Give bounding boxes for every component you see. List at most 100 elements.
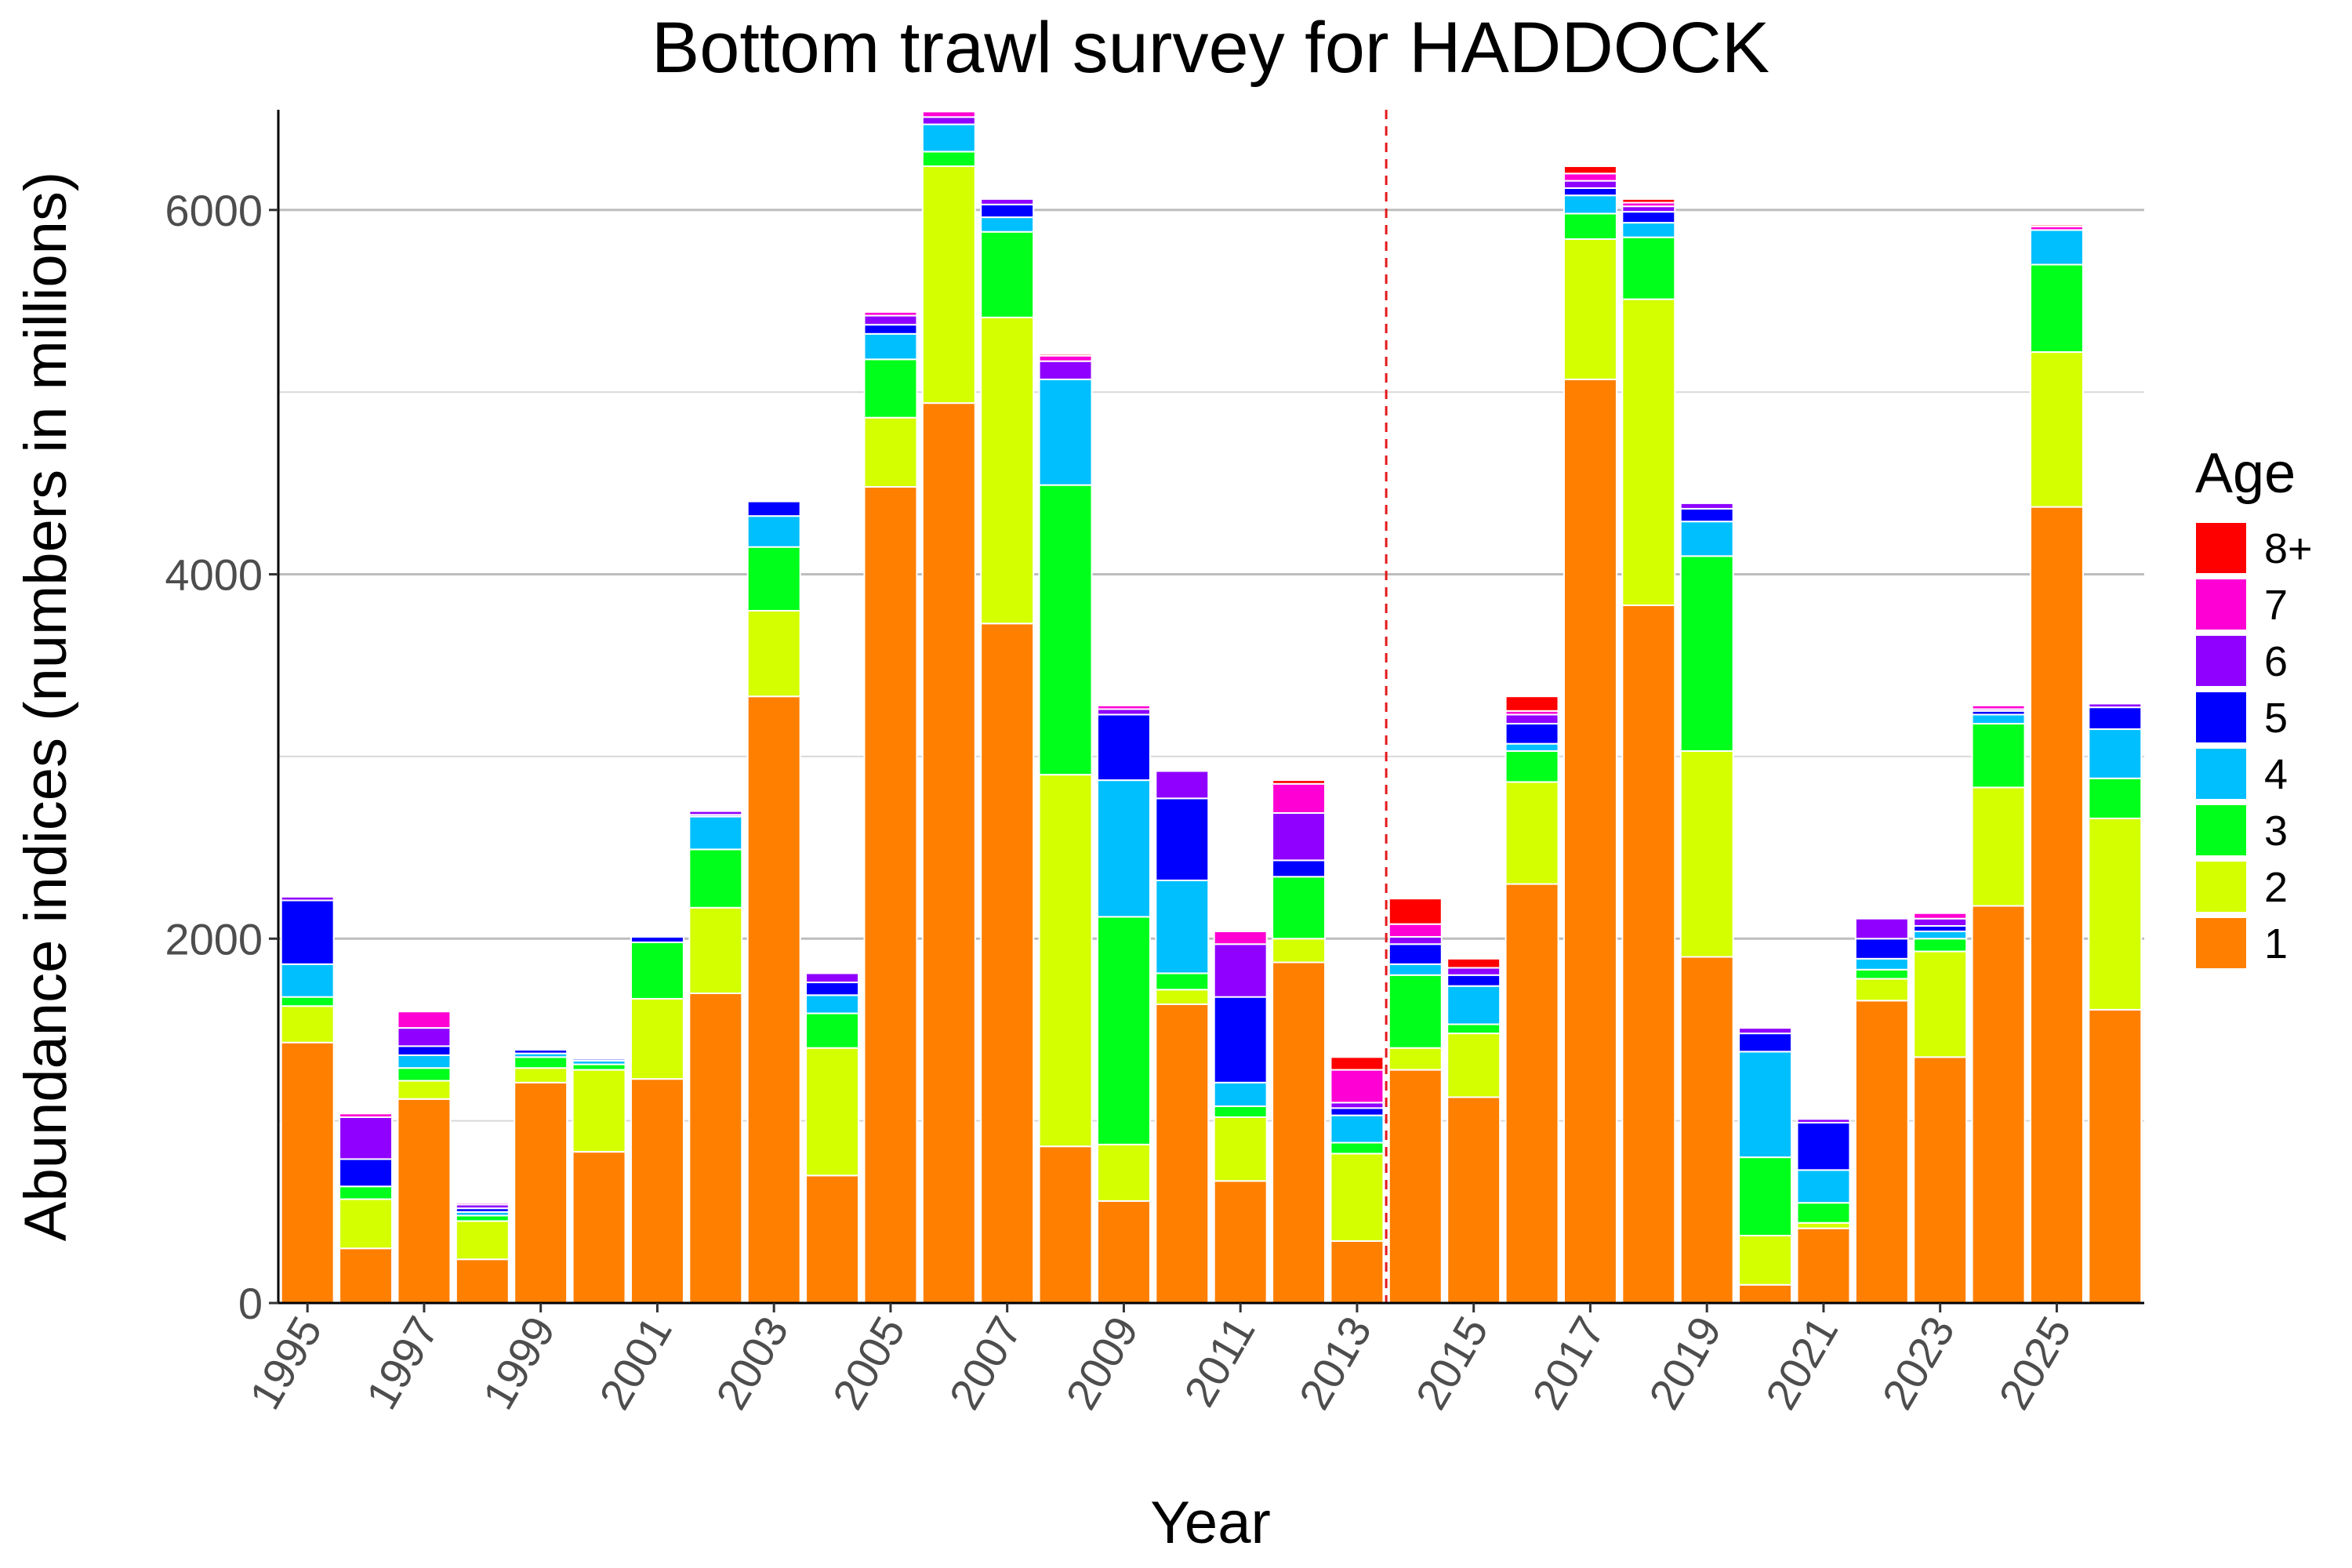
x-tick-label: 2001 <box>590 1308 681 1417</box>
bar-segment-2019-age-6 <box>1679 502 1734 510</box>
bar-segment-2010-age-1 <box>1155 1003 1210 1305</box>
bar-segment-2006-age-4 <box>921 123 976 153</box>
bar-segment-2016-age-2 <box>1504 781 1559 885</box>
bar-segment-2010-age-6 <box>1155 770 1210 800</box>
x-tick-label: 2005 <box>822 1308 914 1417</box>
x-tick-label: 2009 <box>1056 1308 1148 1417</box>
bar-segment-2015-age-6 <box>1446 967 1501 976</box>
bar-segment-1996-age-1 <box>339 1247 394 1305</box>
bar-segment-2011-age-2 <box>1213 1116 1268 1182</box>
bar-segment-2015-age-8plus <box>1446 957 1501 969</box>
bar-segment-2002-age-4 <box>688 815 743 851</box>
bar-segment-2021-age-3 <box>1796 1202 1851 1224</box>
bar-segment-2001-age-3 <box>630 941 684 1000</box>
bar-segment-2026-age-4 <box>2088 728 2143 779</box>
bar-segment-2006-age-7 <box>921 111 976 118</box>
bar-segment-2015-age-1 <box>1446 1096 1501 1305</box>
bar-segment-2013-age-5 <box>1330 1107 1385 1116</box>
bar-segment-2013-age-1 <box>1330 1240 1385 1304</box>
bar-segment-2004-age-5 <box>805 982 860 996</box>
bar-segment-2024-age-4 <box>1971 713 2026 725</box>
bar-segment-2000-age-1 <box>572 1151 626 1305</box>
bar-segment-2014-age-5 <box>1388 943 1443 965</box>
bar-segment-1995-age-4 <box>280 963 335 998</box>
chart-title: Bottom trawl survey for HADDOCK <box>652 8 1769 88</box>
bar-segment-2009-age-4 <box>1096 779 1151 918</box>
bar-segment-1996-age-7 <box>339 1112 394 1118</box>
x-tick-label: 2013 <box>1289 1308 1381 1417</box>
bar-segment-2025-age-4 <box>2029 229 2084 266</box>
bar-segment-2003-age-4 <box>746 515 801 548</box>
bar-segment-2012-age-8plus <box>1272 779 1327 785</box>
bar-segment-1995-age-1 <box>280 1041 335 1304</box>
bar-segment-2011-age-3 <box>1213 1105 1268 1118</box>
bar-segment-2020-age-1 <box>1738 1283 1793 1305</box>
y-axis-title: Abundance indices (numbers in millions) <box>13 172 79 1241</box>
x-tick-label: 2023 <box>1872 1308 1964 1417</box>
bar-segment-2012-age-7 <box>1272 782 1327 814</box>
bar-segment-2020-age-4 <box>1738 1051 1793 1159</box>
bar-segment-2006-age-3 <box>921 151 976 168</box>
bar-segment-1999-age-1 <box>514 1081 568 1304</box>
bar-segment-2014-age-7 <box>1388 923 1443 938</box>
bar-segment-1998-age-1 <box>455 1258 510 1304</box>
bar-segment-2013-age-6 <box>1330 1102 1385 1109</box>
legend-key-age-1 <box>2194 916 2248 970</box>
bar-segment-2020-age-5 <box>1738 1033 1793 1053</box>
bar-segment-2019-age-5 <box>1679 507 1734 523</box>
bar-segment-2008-age-8plus <box>1038 353 1093 357</box>
legend-key-age-6 <box>2194 634 2248 688</box>
bar-segment-2011-age-4 <box>1213 1081 1268 1108</box>
bar-segment-2006-age-1 <box>921 402 976 1304</box>
bar-segment-2023-age-5 <box>1913 925 1968 932</box>
bar-segment-2014-age-4 <box>1388 963 1443 976</box>
bar-segment-2001-age-2 <box>630 997 684 1080</box>
bar-segment-2018-age-3 <box>1621 236 1676 300</box>
bar-segment-2013-age-7 <box>1330 1069 1385 1104</box>
bars <box>280 111 2143 1305</box>
bar-segment-1997-age-6 <box>397 1027 452 1047</box>
bar-segment-2016-age-8plus <box>1504 695 1559 712</box>
bar-segment-2004-age-3 <box>805 1012 860 1049</box>
bar-segment-2016-age-3 <box>1504 750 1559 783</box>
bar-segment-2013-age-8plus <box>1330 1056 1385 1071</box>
bar-segment-2026-age-6 <box>2088 702 2143 709</box>
bar-segment-2014-age-6 <box>1388 935 1443 946</box>
bar-segment-2018-age-8plus <box>1621 198 1676 204</box>
bar-segment-2008-age-3 <box>1038 484 1093 776</box>
legend-key-age-5 <box>2194 691 2248 744</box>
bar-segment-2017-age-2 <box>1563 238 1617 380</box>
bar-segment-2014-age-1 <box>1388 1069 1443 1304</box>
bar-segment-2012-age-3 <box>1272 876 1327 940</box>
bar-segment-1995-age-2 <box>280 1005 335 1044</box>
bar-segment-2019-age-3 <box>1679 555 1734 752</box>
bar-segment-2007-age-1 <box>980 622 1035 1304</box>
bar-segment-2009-age-6 <box>1096 708 1151 716</box>
bar-segment-1996-age-6 <box>339 1116 394 1160</box>
legend-key-age-4 <box>2194 747 2248 800</box>
bar-segment-2019-age-1 <box>1679 956 1734 1304</box>
x-tick-label: 2007 <box>939 1308 1031 1417</box>
bar-segment-2001-age-5 <box>630 935 684 943</box>
x-tick-label: 2021 <box>1755 1308 1847 1417</box>
bar-segment-1998-age-7 <box>455 1202 510 1206</box>
bar-segment-2023-age-1 <box>1913 1056 1968 1305</box>
bar-segment-2019-age-2 <box>1679 750 1734 958</box>
bar-segment-2016-age-6 <box>1504 713 1559 725</box>
x-tick-label: 2011 <box>1174 1308 1265 1415</box>
y-tick-label: 2000 <box>165 914 263 964</box>
bar-segment-2024-age-7 <box>1971 704 2026 710</box>
bar-segment-2017-age-4 <box>1563 194 1617 215</box>
bar-segment-2024-age-3 <box>1971 723 2026 789</box>
bar-segment-2016-age-1 <box>1504 883 1559 1305</box>
bar-segment-2022-age-5 <box>1854 938 1909 960</box>
bar-segment-2016-age-4 <box>1504 742 1559 752</box>
x-tick-label: 2025 <box>1989 1308 2081 1417</box>
bar-segment-2000-age-5 <box>572 1058 626 1062</box>
bar-segment-2010-age-4 <box>1155 879 1210 975</box>
bar-segment-2021-age-1 <box>1796 1227 1851 1304</box>
bar-segment-1998-age-2 <box>455 1220 510 1261</box>
bar-segment-2022-age-4 <box>1854 957 1909 971</box>
legend-label-age-7: 7 <box>2264 582 2288 629</box>
